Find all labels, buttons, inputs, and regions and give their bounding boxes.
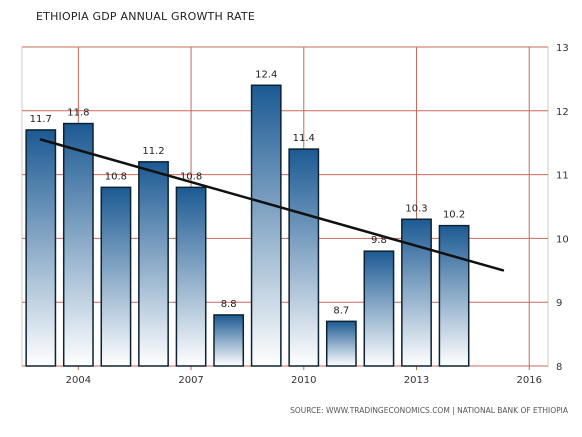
x-tick-label: 2016 — [516, 375, 541, 386]
trend-line — [39, 138, 505, 272]
data-label: 10.2 — [443, 210, 465, 221]
bar — [100, 186, 132, 367]
y-tick-label: 12 — [556, 107, 569, 118]
y-tick-label: 8 — [556, 362, 562, 373]
y-tick-label: 11 — [556, 171, 569, 182]
bar — [62, 122, 94, 367]
bar — [288, 148, 320, 367]
data-label: 8.8 — [221, 299, 237, 310]
bar — [325, 320, 357, 367]
bar — [250, 84, 282, 367]
x-tick-label: 2004 — [66, 375, 91, 386]
data-label: 11.8 — [67, 108, 89, 119]
data-label: 11.4 — [293, 133, 315, 144]
bar — [438, 224, 470, 367]
bar — [213, 314, 245, 367]
data-label: 12.4 — [255, 69, 277, 80]
data-label: 8.7 — [333, 305, 349, 316]
data-label: 11.2 — [142, 146, 164, 157]
chart-title: ETHIOPIA GDP ANNUAL GROWTH RATE — [36, 10, 255, 23]
y-tick-label: 10 — [556, 234, 569, 245]
bar-layer — [25, 84, 470, 367]
y-tick-label: 9 — [556, 298, 562, 309]
bar — [175, 186, 207, 367]
data-label: 10.3 — [405, 203, 427, 214]
source-note: SOURCE: WWW.TRADINGECONOMICS.COM | NATIO… — [290, 406, 568, 415]
label-layer: 8 9 10 11 12 13 2004 2007 2010 2013 2016 11.7 11.8 10… — [30, 43, 569, 386]
y-tick-label: 13 — [556, 43, 569, 54]
trend-layer — [39, 138, 505, 272]
x-tick-label: 2007 — [178, 375, 203, 386]
bar — [25, 129, 57, 367]
x-tick-label: 2010 — [291, 375, 316, 386]
data-label: 10.8 — [180, 171, 202, 182]
data-label: 10.8 — [105, 171, 127, 182]
bar — [401, 218, 432, 367]
bar — [363, 250, 395, 367]
bar — [138, 161, 169, 367]
x-tick-label: 2013 — [404, 375, 429, 386]
data-label: 9.8 — [371, 235, 387, 246]
data-label: 11.7 — [30, 114, 52, 125]
